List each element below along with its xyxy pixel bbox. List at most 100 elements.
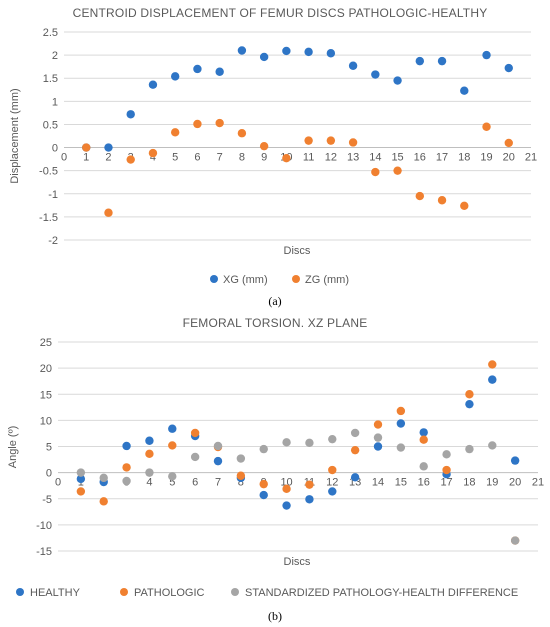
data-point-pathologic-9: [259, 479, 268, 489]
chart-b-x-axis-label: Discs: [284, 556, 311, 568]
data-point-standardized-pathology-health-difference-5: [168, 472, 177, 481]
data-point-standardized-pathology-health-difference-8: [236, 454, 246, 463]
legend-marker-difference: [231, 588, 239, 596]
chart-a-x-axis-label: Discs: [284, 245, 311, 257]
data-point-standardized-pathology-health-difference-6: [190, 452, 200, 462]
x-tick-label: 20: [509, 477, 521, 489]
chart-b: FEMORAL TORSION. XZ PLANE 2520151050-5-1…: [7, 316, 544, 623]
x-tick-label: 13: [347, 152, 359, 164]
data-point-xg-mm-3: [126, 110, 135, 119]
y-tick-label: 5: [46, 442, 52, 454]
data-point-zg-mm-15: [393, 166, 402, 175]
x-tick-label: 8: [239, 152, 245, 164]
y-tick-label: 20: [40, 363, 52, 375]
data-point-healthy-9: [259, 490, 268, 500]
chart-a-legend: XG (mm) ZG (mm): [210, 274, 349, 286]
data-point-standardized-pathology-health-difference-3: [122, 476, 131, 486]
data-point-pathologic-18: [465, 390, 474, 399]
data-point-standardized-pathology-health-difference-11: [305, 438, 314, 448]
legend-marker-pathologic: [120, 588, 128, 596]
data-point-healthy-10: [282, 501, 291, 510]
y-tick-label: 1.5: [43, 73, 58, 85]
x-tick-label: 7: [215, 477, 221, 489]
chart-b-points: [76, 360, 520, 545]
y-tick-label: 0.5: [43, 119, 58, 131]
x-tick-label: 4: [150, 152, 156, 164]
x-tick-label: 15: [395, 477, 407, 489]
chart-b-title: FEMORAL TORSION. XZ PLANE: [183, 316, 368, 330]
legend-marker-zg: [292, 275, 300, 283]
chart-a: CENTROID DISPLACEMENT OF FEMUR DISCS PAT…: [9, 6, 537, 308]
data-point-standardized-pathology-health-difference-12: [328, 434, 337, 444]
chart-a-title: CENTROID DISPLACEMENT OF FEMUR DISCS PAT…: [73, 6, 488, 20]
y-tick-label: 15: [40, 389, 52, 401]
data-point-zg-mm-18: [460, 201, 469, 210]
chart-b-gridlines: [58, 341, 538, 552]
x-tick-label: 17: [436, 152, 448, 164]
legend-marker-xg: [210, 275, 218, 283]
data-point-pathologic-1: [76, 487, 86, 496]
data-point-xg-mm-18: [460, 86, 469, 95]
data-point-zg-mm-2: [104, 208, 113, 217]
y-tick-label: -10: [36, 520, 52, 532]
data-point-zg-mm-16: [415, 191, 425, 201]
x-tick-label: 18: [458, 152, 470, 164]
data-point-pathologic-16: [419, 435, 428, 444]
data-point-zg-mm-9: [259, 141, 269, 151]
x-tick-label: 0: [61, 152, 67, 164]
data-point-healthy-7: [213, 456, 223, 466]
data-point-standardized-pathology-health-difference-20: [510, 536, 520, 545]
chart-a-gridlines: [64, 31, 531, 241]
data-point-pathologic-5: [168, 441, 177, 450]
data-point-healthy-19: [488, 375, 497, 384]
chart-a-y-tick-labels: 2.5 2 1.5 1 0.5 0 -0.5 -1 -1.5 -2: [39, 27, 58, 247]
x-tick-label: 15: [391, 152, 403, 164]
panel-b-label: (b): [268, 609, 282, 623]
data-point-healthy-18: [465, 399, 474, 409]
data-point-pathologic-14: [373, 420, 383, 429]
data-point-zg-mm-12: [326, 136, 336, 145]
x-tick-label: 0: [55, 477, 61, 489]
data-point-standardized-pathology-health-difference-4: [145, 468, 154, 477]
data-point-standardized-pathology-health-difference-10: [282, 438, 291, 447]
data-point-healthy-12: [328, 487, 337, 496]
data-point-zg-mm-8: [237, 129, 247, 138]
x-tick-label: 10: [280, 477, 292, 489]
y-tick-label: 25: [40, 337, 52, 349]
data-point-pathologic-6: [190, 428, 200, 438]
y-tick-label: 2: [52, 50, 58, 62]
legend-label-zg: ZG (mm): [305, 274, 349, 286]
data-point-healthy-15: [396, 419, 406, 428]
data-point-zg-mm-11: [304, 136, 313, 145]
x-tick-label: 8: [238, 477, 244, 489]
data-point-zg-mm-3: [126, 155, 135, 164]
data-point-pathologic-4: [145, 449, 154, 459]
x-tick-label: 12: [325, 152, 337, 164]
data-point-pathologic-3: [122, 463, 131, 472]
data-point-xg-mm-17: [437, 56, 447, 66]
data-point-pathologic-12: [328, 465, 337, 475]
data-point-xg-mm-15: [393, 76, 402, 85]
data-point-healthy-16: [419, 428, 428, 437]
x-tick-label: 1: [83, 152, 89, 164]
x-tick-label: 21: [525, 152, 537, 164]
data-point-standardized-pathology-health-difference-16: [419, 462, 428, 471]
data-point-zg-mm-4: [148, 148, 158, 158]
data-point-xg-mm-8: [237, 46, 247, 55]
x-tick-label: 2: [105, 152, 111, 164]
data-point-xg-mm-16: [415, 56, 425, 66]
data-point-zg-mm-6: [193, 119, 202, 129]
legend-label-xg: XG (mm): [223, 274, 268, 286]
legend-marker-healthy: [16, 588, 24, 596]
data-point-xg-mm-10: [282, 46, 291, 56]
data-point-standardized-pathology-health-difference-17: [442, 450, 451, 459]
data-point-pathologic-15: [396, 406, 406, 416]
x-tick-label: 14: [369, 152, 381, 164]
data-point-xg-mm-11: [304, 47, 313, 57]
x-tick-label: 7: [217, 152, 223, 164]
data-point-pathologic-8: [236, 471, 246, 480]
data-point-xg-mm-5: [170, 72, 180, 81]
chart-a-y-axis-label: Displacement (mm): [9, 88, 21, 183]
data-point-standardized-pathology-health-difference-2: [99, 473, 108, 483]
